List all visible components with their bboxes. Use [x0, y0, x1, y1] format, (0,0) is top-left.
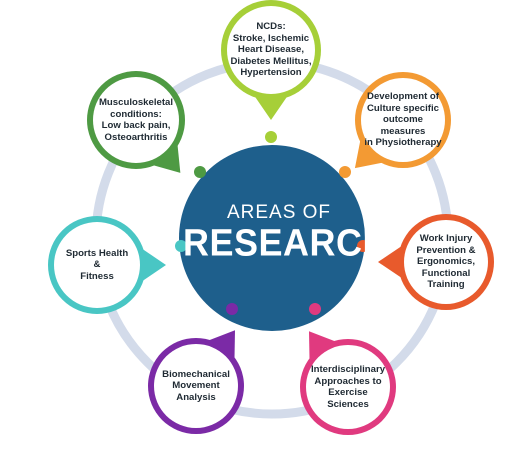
node-label-ncds: NCDs: Stroke, Ischemic Heart Disease, Di…: [230, 21, 312, 79]
node-label-sports: Sports Health & Fitness: [65, 247, 129, 282]
node-disk-culture: [361, 78, 445, 162]
center-title-line1: AREAS OF: [226, 202, 332, 223]
connector-dot-interdisciplinary: [309, 303, 321, 315]
center-title-line2: RESEARCH: [183, 220, 390, 264]
node-label-musculoskeletal: Musculoskeletal conditions: Low back pai…: [98, 97, 174, 143]
connector-dot-musculoskeletal: [194, 166, 206, 178]
node-disk-work-injury: [404, 220, 488, 304]
node-disk-interdisciplinary: [306, 345, 390, 429]
connector-dot-culture: [339, 166, 351, 178]
connector-dots-layer: [175, 131, 369, 315]
connector-dot-ncds: [265, 131, 277, 143]
node-label-culture: Development of Culture specific outcome …: [364, 91, 442, 149]
node-disk-biomechanical: [154, 344, 238, 428]
nodes-layer: [48, 0, 494, 435]
connector-dot-biomechanical: [226, 303, 238, 315]
node-label-interdisciplinary: Interdisciplinary Approaches to Exercise…: [310, 364, 386, 410]
node-label-work-injury: Work Injury Prevention & Ergonomics, Fun…: [416, 233, 476, 291]
node-disk-ncds: [227, 6, 315, 94]
node-disk-musculoskeletal: [93, 77, 179, 163]
center-hub: [179, 145, 365, 331]
node-disk-sports: [54, 222, 140, 308]
connector-dot-sports: [175, 240, 187, 252]
connector-dot-work-injury: [357, 240, 369, 252]
node-label-biomechanical: Biomechanical Movement Analysis: [162, 368, 230, 403]
